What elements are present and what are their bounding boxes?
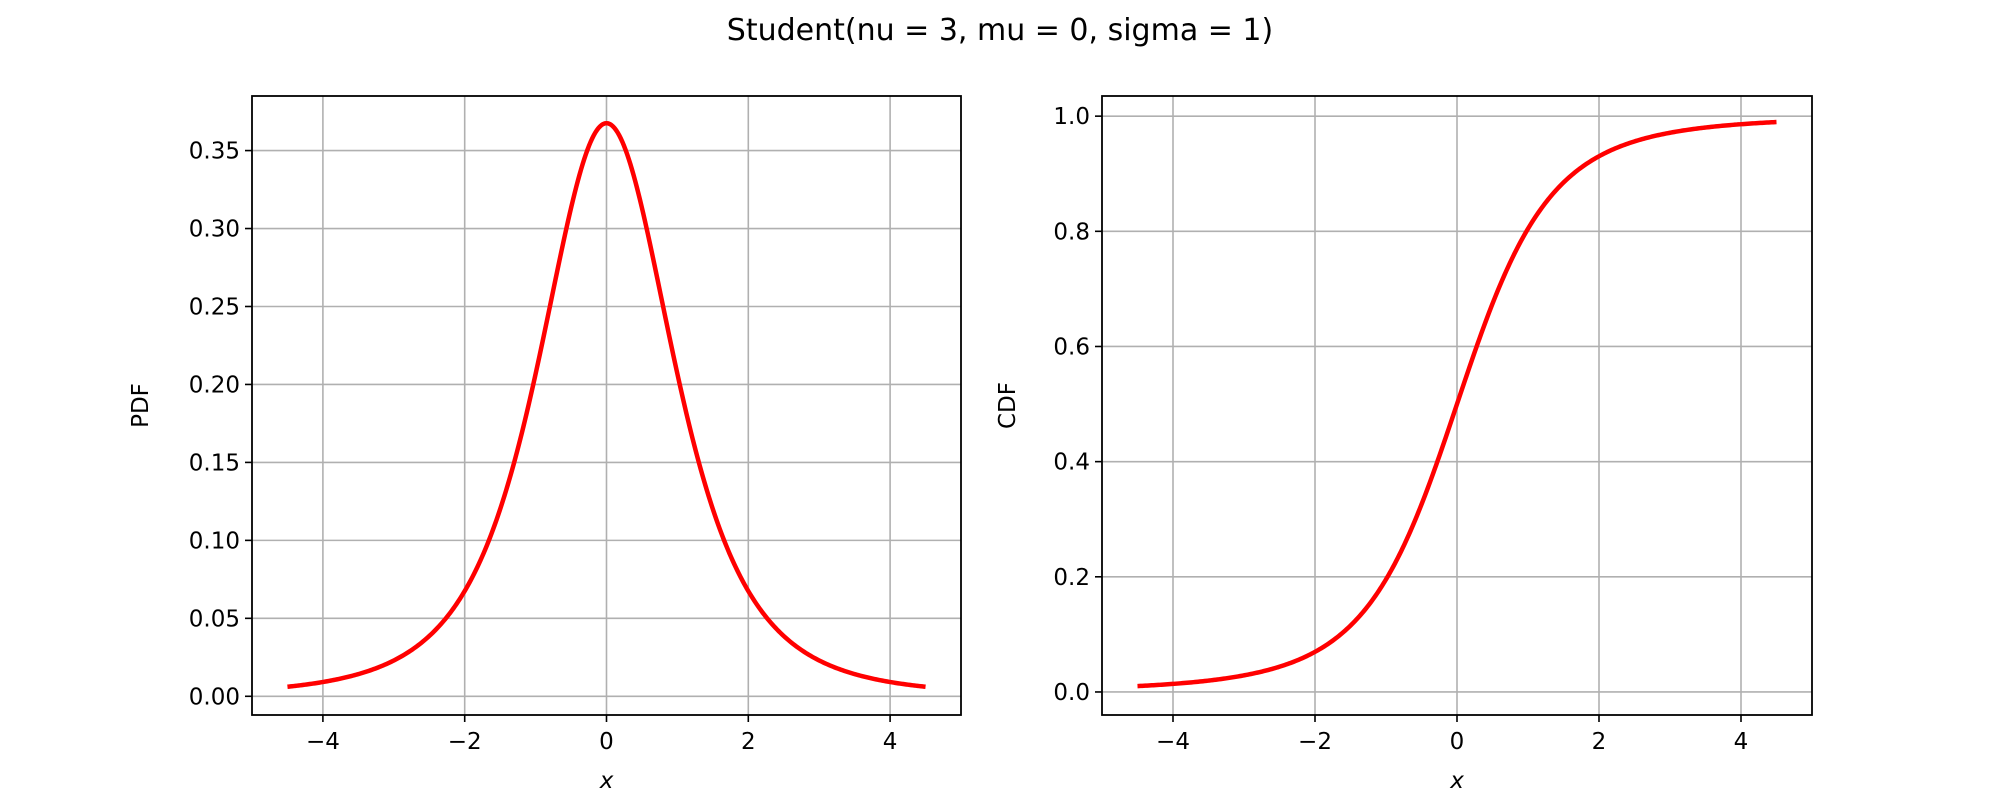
x-tick-label: −4 bbox=[1156, 729, 1190, 755]
y-tick-label: 0.10 bbox=[189, 528, 240, 554]
x-tick-label: −4 bbox=[306, 729, 340, 755]
x-axis-label: x bbox=[1449, 768, 1464, 794]
y-tick-label: 0.20 bbox=[189, 372, 240, 398]
y-tick-label: 0.8 bbox=[1053, 219, 1090, 245]
y-tick-label: 0.35 bbox=[189, 139, 240, 165]
y-tick-label: 1.0 bbox=[1053, 104, 1090, 130]
pdf-panel: −4 −2 0 2 4 0.00 0.05 0.10 0.15 0.20 0.25 0.30 0.35 x… bbox=[128, 95, 962, 794]
y-tick-label: 0.00 bbox=[189, 684, 240, 710]
y-tick-label: 0.30 bbox=[189, 217, 240, 243]
y-tick-label: 0.6 bbox=[1053, 334, 1090, 360]
x-axis-label: x bbox=[599, 768, 614, 794]
series-line-pdf bbox=[286, 120, 927, 689]
y-axis-label: PDF bbox=[128, 383, 154, 428]
y-axis-label: CDF bbox=[995, 382, 1021, 429]
y-tick-label: 0.15 bbox=[189, 450, 240, 476]
y-tick-label: 0.05 bbox=[189, 606, 240, 632]
x-tick-label: 0 bbox=[1450, 729, 1465, 755]
x-tick-label: 0 bbox=[599, 729, 614, 755]
x-tick-label: −2 bbox=[1298, 729, 1332, 755]
cdf-panel: −4 −2 0 2 4 0.0 0.2 0.4 0.6 0.8 1.0 x CDF bbox=[995, 95, 1813, 794]
x-tick-label: −2 bbox=[448, 729, 482, 755]
figure-suptitle: Student(nu = 3, mu = 0, sigma = 1) bbox=[727, 13, 1273, 48]
y-tick-label: 0.0 bbox=[1053, 680, 1090, 706]
x-tick-label: 4 bbox=[883, 729, 898, 755]
y-tick-label: 0.25 bbox=[189, 294, 240, 320]
x-tick-label: 2 bbox=[1592, 729, 1607, 755]
x-tick-label: 2 bbox=[741, 729, 756, 755]
x-tick-label: 4 bbox=[1734, 729, 1749, 755]
y-tick-label: 0.4 bbox=[1053, 450, 1090, 476]
y-tick-label: 0.2 bbox=[1053, 565, 1090, 591]
series-line-cdf bbox=[1136, 119, 1778, 689]
